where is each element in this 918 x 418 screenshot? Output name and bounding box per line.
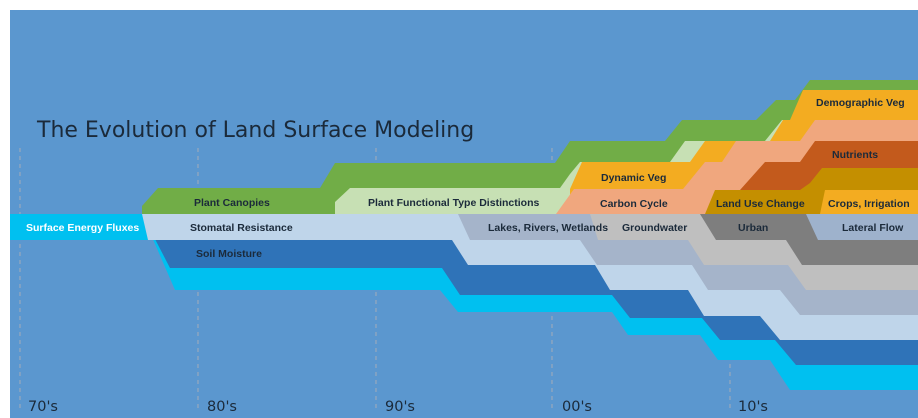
- decade-label-10s: 10's: [738, 399, 768, 415]
- label-plant-canopies: Plant Canopies: [194, 197, 270, 209]
- band-demographic-veg: [790, 90, 918, 120]
- decade-label-70s: 70's: [28, 399, 58, 415]
- label-nutrients: Nutrients: [832, 149, 878, 161]
- label-carbon-cycle: Carbon Cycle: [600, 198, 668, 210]
- decade-label-00s: 00's: [562, 399, 592, 415]
- label-soil-moisture: Soil Moisture: [196, 248, 262, 260]
- band-lateral-flow: [806, 214, 918, 240]
- label-land-use-change: Land Use Change: [716, 198, 805, 210]
- decade-label-90s: 90's: [385, 399, 415, 415]
- label-stomatal-resistance: Stomatal Resistance: [190, 222, 293, 234]
- band-crops-irrigation: [820, 190, 918, 214]
- diagram-title: The Evolution of Land Surface Modeling: [36, 118, 474, 143]
- label-dynamic-veg: Dynamic Veg: [601, 172, 666, 184]
- label-groundwater: Groundwater: [622, 222, 687, 234]
- label-urban: Urban: [738, 222, 768, 234]
- label-surface-energy-fluxes: Surface Energy Fluxes: [26, 222, 139, 234]
- label-demographic-veg: Demographic Veg: [816, 97, 905, 109]
- label-plant-functional-type: Plant Functional Type Distinctions: [368, 197, 539, 209]
- label-crops-irrigation: Crops, Irrigation: [828, 198, 910, 210]
- label-lateral-flow: Lateral Flow: [842, 222, 904, 234]
- label-lakes-rivers-wetlands: Lakes, Rivers, Wetlands: [488, 222, 608, 234]
- decade-label-80s: 80's: [207, 399, 237, 415]
